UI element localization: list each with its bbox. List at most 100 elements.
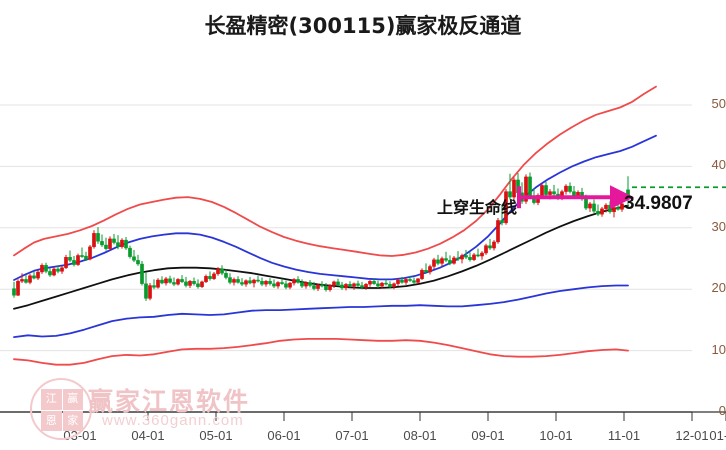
chart-title: 长盈精密(300115)赢家极反通道 [204,14,522,38]
candle-body [176,279,180,285]
candle-body [484,245,488,254]
candle-body [524,176,528,202]
candle-body [304,282,308,287]
candle-body [208,276,212,279]
candle-body [596,211,600,215]
candle-body [40,265,44,273]
y-axis-tick-label: 20 [711,280,726,296]
x-axis-tick-label: 11-01 [607,428,641,443]
candle-body [312,285,316,289]
candle-body [476,254,480,257]
candle-body [336,281,340,286]
x-axis-tick-label: 09-01 [471,428,505,443]
candle-body [316,284,320,289]
candle-body [128,247,132,257]
candle-body [588,203,592,209]
candle-body [436,259,440,264]
candle-body [44,265,48,272]
candle-body [608,204,612,213]
x-axis-tick-label: 10-01 [539,428,573,443]
candle-body [368,281,372,285]
candle-body [308,282,312,286]
candle-body [352,283,356,287]
candle-body [272,283,276,287]
candle-body [512,179,516,198]
candle-body [432,259,436,267]
candle-body [320,284,324,287]
candle-body [236,279,240,283]
candle-body [404,279,408,283]
candle-body [396,279,400,284]
x-axis-tick-label: 07-01 [335,428,369,443]
candle-body [244,280,248,285]
candle-body [452,257,456,264]
candle-body [28,275,32,283]
y-axis-tick-label: 40 [711,157,726,173]
candle-body [32,275,36,279]
candle-body [204,276,208,283]
candle-body [288,282,292,288]
x-axis-tick-label: 05-01 [199,428,233,443]
candle-body [400,279,404,283]
candle-body [604,204,608,209]
candle-body [348,284,352,287]
candle-body [224,273,228,278]
candle-body [464,255,468,258]
candle-body [48,271,52,276]
candle-body [252,279,256,284]
candle-body [140,263,144,284]
candle-body [408,279,412,281]
candle-body [440,258,444,264]
candle-body [280,282,284,284]
candle-body [564,185,568,192]
candle-body [220,268,224,274]
candle-body [508,191,512,198]
candle-body [148,285,152,299]
candle-body [260,281,264,285]
candle-body [12,288,16,296]
candle-body [96,233,100,242]
candle-body [372,281,376,284]
y-axis-tick-label: 30 [711,218,726,234]
candle-body [540,185,544,196]
candle-body [240,282,244,285]
candle-body [156,279,160,288]
candle-body [356,283,360,286]
candle-body [612,207,616,213]
candle-body [456,257,460,260]
candle-body [72,260,76,265]
candle-body [160,279,164,284]
candle-body [264,281,268,285]
candle-body [172,282,176,285]
candle-body [168,278,172,283]
candle-body [68,257,72,261]
candle-body [376,283,380,287]
candle-body [324,285,328,291]
candle-body [248,280,252,284]
candle-body [392,283,396,287]
candle-body [384,282,388,285]
candle-body [344,284,348,289]
candle-body [296,279,300,283]
candle-body [552,191,556,195]
candle-body [88,246,92,260]
candle-body [300,282,304,287]
candle-body [84,255,88,260]
candle-body [56,268,60,272]
candle-body [568,185,572,192]
candle-body [488,245,492,249]
candle-body [144,283,148,299]
candle-body [492,241,496,249]
candle-body [180,279,184,283]
candle-body [92,233,96,248]
candle-body [228,277,232,283]
x-axis-tick-label: 03-01 [63,428,97,443]
x-axis-tick-label: 01-01 [709,428,726,443]
candle-body [592,203,596,212]
candle-body [36,271,40,279]
candle-body [80,255,84,257]
candle-body [268,281,272,284]
candle-body [480,252,484,257]
